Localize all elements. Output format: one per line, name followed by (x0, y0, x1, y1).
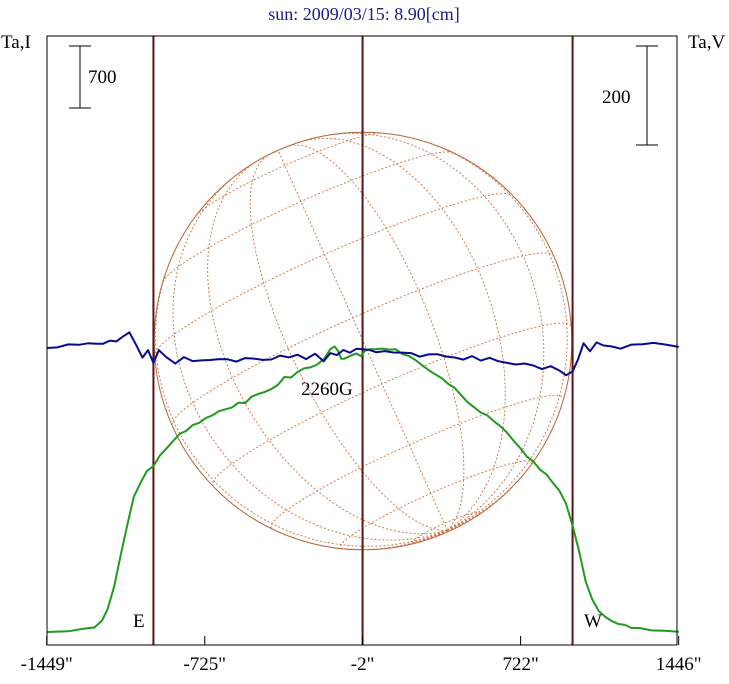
longitude-gridline (335, 529, 448, 551)
x-tick-label: 722" (502, 654, 538, 675)
longitude-gridline (207, 163, 448, 535)
solar-disk-grid (153, 131, 573, 551)
x-tick-label: -1449" (21, 654, 73, 675)
scale-bar-right-label: 200 (602, 87, 631, 108)
longitude-gridline (404, 135, 568, 531)
scale-bar-right: 200 (602, 45, 658, 146)
longitude-gridline (172, 175, 448, 541)
longitude-gridline (447, 522, 465, 531)
east-label: E (133, 611, 145, 632)
longitude-gridline (155, 234, 448, 547)
series-layer (46, 331, 679, 633)
longitude-gridline (447, 528, 453, 531)
west-label: W (584, 611, 602, 632)
latitude-gridline (154, 193, 512, 354)
longitude-gridline (249, 154, 448, 531)
field-annotation: 2260G (301, 379, 353, 400)
plot-frame (46, 35, 678, 646)
intensity-series-line (46, 345, 679, 633)
longitude-gridline (287, 144, 465, 531)
limb-lines (152, 36, 574, 645)
x-axis-ticks: -1449" -725" -2" 722" 1446" (21, 636, 702, 675)
x-tick-label: 1446" (656, 654, 702, 675)
latitude-gridline (412, 511, 480, 544)
scale-bar-left-label: 700 (88, 67, 117, 88)
longitude-gridline (447, 459, 536, 531)
latitude-gridline (195, 132, 382, 216)
longitude-gridline (304, 137, 506, 531)
left-axis-label: Ta,I (1, 32, 31, 53)
scale-bar-left: 700 (69, 45, 117, 109)
latitude-gridline (255, 140, 302, 163)
longitude-gridline (326, 132, 545, 531)
chart-title: sun: 2009/03/15: 8.90[cm] (268, 4, 460, 24)
longitude-gridline (430, 529, 448, 540)
latitude-gridline (162, 151, 454, 283)
x-tick-label: -2" (351, 654, 375, 675)
right-axis-label: Ta,V (688, 32, 725, 53)
latitude-gridline (270, 394, 564, 529)
x-tick-label: -725" (183, 654, 226, 675)
longitude-gridline (277, 150, 448, 531)
polarization-series-line (46, 331, 679, 377)
